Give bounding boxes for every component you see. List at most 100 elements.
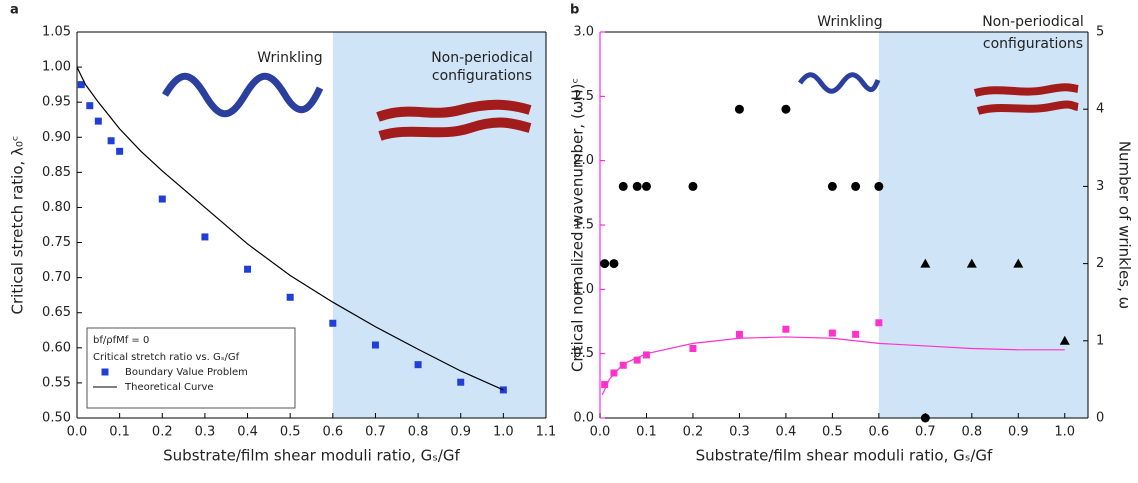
- y-tick-label: 1.00: [42, 60, 71, 75]
- data-point: [641, 181, 651, 191]
- x-tick-label: 0.3: [729, 425, 750, 440]
- data-point: [920, 258, 931, 268]
- data-point: [619, 361, 627, 369]
- data-point: [851, 181, 861, 191]
- x-tick-label: 0.0: [590, 425, 611, 440]
- annotation: Non-periodical: [431, 50, 533, 66]
- y2-tick-label: 1: [1096, 333, 1104, 348]
- data-point: [828, 329, 836, 337]
- shaded-region: [332, 32, 546, 418]
- x-tick-label: 0.4: [776, 425, 797, 440]
- data-point: [688, 181, 698, 191]
- data-point: [601, 381, 609, 389]
- data-point: [1013, 258, 1024, 268]
- panel: 0.0 0.1 0.2 0.3 0.4 0.5 0.6 0.7 0.8 0.9 1.0 1.1 0.50…: [9, 3, 557, 465]
- data-point: [371, 341, 379, 349]
- x-tick-label: 0.2: [152, 425, 173, 440]
- annotation: Wrinkling: [257, 50, 322, 66]
- data-point: [633, 356, 641, 364]
- legend-title: Critical stretch ratio vs. Gₛ/Gf: [93, 352, 240, 363]
- x-tick-label: 0.1: [636, 425, 657, 440]
- x-tick-label: 0.6: [869, 425, 890, 440]
- x-axis-label: Substrate/film shear moduli ratio, Gₛ/Gf: [163, 447, 460, 465]
- y-axis-label: Critical normalized wavenumber, (ωH)ᶜ: [569, 78, 587, 372]
- data-point: [457, 378, 465, 386]
- data-point: [966, 258, 977, 268]
- legend-label: Boundary Value Problem: [125, 367, 248, 378]
- y-tick-label: 0.65: [42, 305, 71, 320]
- x-tick-label: 0.2: [683, 425, 704, 440]
- y2-tick-label: 5: [1096, 25, 1104, 40]
- data-point: [286, 293, 294, 301]
- data-point: [414, 361, 422, 369]
- x-axis-label: Substrate/film shear moduli ratio, Gₛ/Gf: [696, 447, 993, 465]
- legend-label: Theoretical Curve: [124, 382, 214, 393]
- data-point: [609, 259, 619, 269]
- data-point: [618, 181, 628, 191]
- x-tick-label: 0.9: [450, 425, 471, 440]
- x-tick-label: 1.1: [536, 425, 557, 440]
- data-point: [642, 351, 650, 359]
- data-point: [827, 181, 837, 191]
- x-tick-label: 0.5: [280, 425, 301, 440]
- x-tick-label: 1.0: [1054, 425, 1075, 440]
- y-tick-label: 0.80: [42, 200, 71, 215]
- x-tick-label: 0.7: [915, 425, 936, 440]
- legend-swatch: [101, 368, 109, 376]
- annotation: configurations: [432, 68, 532, 84]
- y-tick-label: 0.0: [573, 411, 594, 426]
- x-tick-label: 0.7: [365, 425, 386, 440]
- x-tick-label: 0.8: [961, 425, 982, 440]
- annotation: Non-periodical: [982, 14, 1084, 30]
- y-tick-label: 1.05: [42, 25, 71, 40]
- y-tick-label: 0.90: [42, 130, 71, 145]
- data-point: [874, 181, 884, 191]
- series-line: [601, 336, 1065, 396]
- wrinkle-illustration: [161, 72, 881, 118]
- x-tick-label: 0.1: [109, 425, 130, 440]
- data-point: [734, 104, 744, 114]
- data-point: [86, 102, 94, 110]
- y-tick-label: 0.85: [42, 165, 71, 180]
- panel: 0.0 0.1 0.2 0.3 0.4 0.5 0.6 0.7 0.8 0.9 1.0 0.0 0.5 1…: [569, 3, 1134, 465]
- panel-label: b: [570, 3, 579, 18]
- x-tick-label: 0.8: [408, 425, 429, 440]
- shaded-region: [878, 32, 1088, 418]
- data-point: [107, 137, 115, 145]
- y-tick-label: 1.0: [573, 282, 594, 297]
- data-point: [782, 325, 790, 333]
- data-point: [201, 233, 209, 241]
- y-tick-label: 3.0: [573, 25, 594, 40]
- data-point: [610, 369, 618, 377]
- y2-tick-label: 2: [1096, 256, 1104, 271]
- x-tick-label: 0.4: [237, 425, 258, 440]
- data-point: [852, 330, 860, 338]
- non-periodic-illustration: [376, 83, 1079, 141]
- annotation: configurations: [983, 36, 1083, 52]
- y-tick-label: 0.50: [42, 411, 71, 426]
- data-point: [158, 195, 166, 203]
- y-tick-label: 0.55: [42, 375, 71, 390]
- data-point: [781, 104, 791, 114]
- data-point: [689, 345, 697, 353]
- y-tick-label: 0.75: [42, 235, 71, 250]
- data-point: [116, 147, 124, 155]
- y-tick-label: 0.60: [42, 340, 71, 355]
- data-point: [329, 319, 337, 327]
- data-point: [77, 81, 85, 89]
- y-tick-label: 1.5: [573, 218, 594, 233]
- y2-tick-label: 3: [1096, 179, 1104, 194]
- data-point: [600, 259, 610, 269]
- data-point: [1059, 335, 1070, 345]
- data-point: [920, 413, 930, 423]
- y-tick-label: 2.5: [573, 89, 594, 104]
- y2-tick-label: 0: [1096, 411, 1104, 426]
- x-tick-label: 0.0: [67, 425, 88, 440]
- x-tick-label: 0.6: [322, 425, 343, 440]
- series-line: [76, 66, 504, 391]
- y2-tick-label: 4: [1096, 102, 1104, 117]
- y-tick-label: 0.70: [42, 270, 71, 285]
- data-point: [632, 181, 642, 191]
- panel-label: a: [10, 3, 19, 18]
- y-tick-label: 0.5: [573, 346, 594, 361]
